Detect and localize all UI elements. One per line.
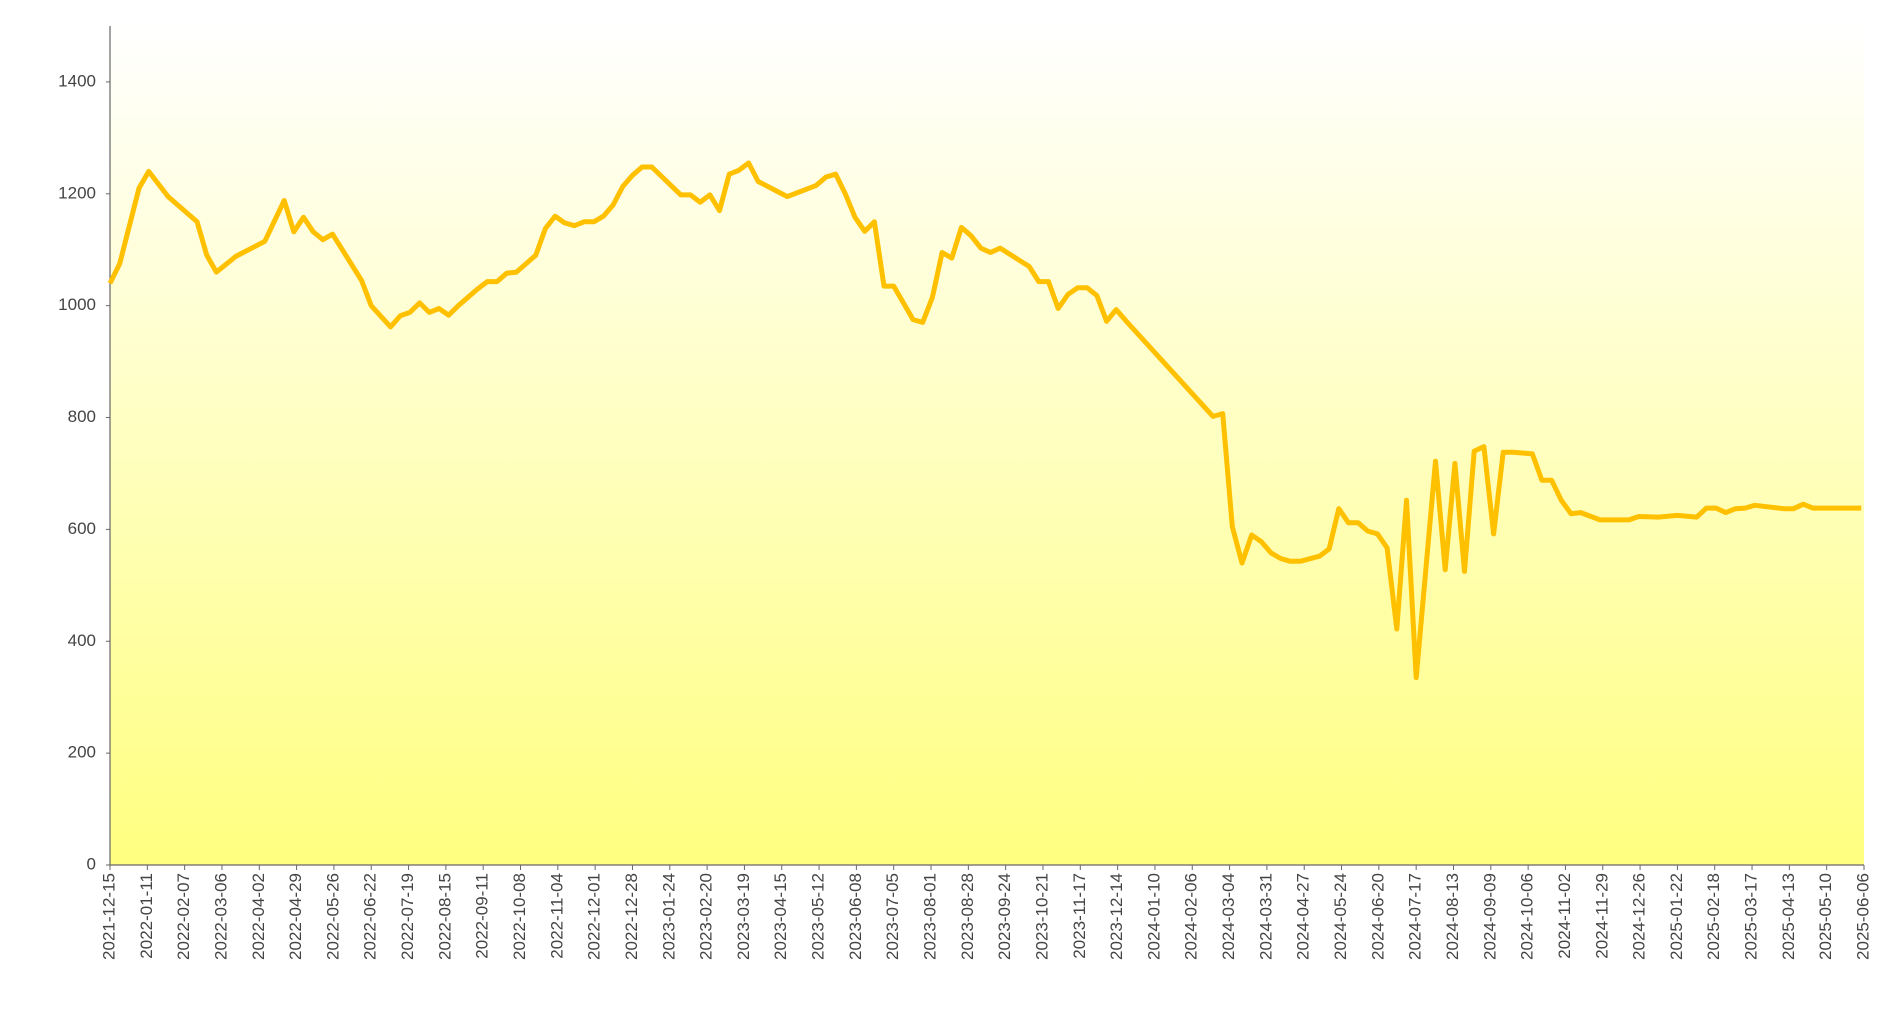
- x-tick-label: 2023-10-21: [1032, 873, 1051, 960]
- y-tick-label: 0: [87, 854, 96, 873]
- x-tick-label: 2024-11-02: [1555, 873, 1574, 959]
- y-tick-label: 800: [68, 407, 96, 426]
- x-tick-label: 2024-01-10: [1144, 873, 1163, 960]
- y-tick-label: 400: [68, 631, 96, 650]
- x-tick-label: 2022-04-02: [249, 873, 268, 960]
- x-tick-label: 2024-12-26: [1630, 873, 1649, 960]
- x-tick-label: 2024-09-09: [1480, 873, 1499, 960]
- x-tick-label: 2024-06-20: [1368, 873, 1387, 960]
- x-tick-label: 2024-03-04: [1219, 873, 1238, 960]
- x-tick-label: 2021-12-15: [99, 873, 118, 960]
- x-tick-label: 2022-09-11: [473, 873, 492, 959]
- x-tick-label: 2023-01-24: [659, 873, 678, 960]
- x-tick-label: 2023-07-05: [883, 873, 902, 960]
- x-tick-label: 2024-10-06: [1518, 873, 1537, 960]
- x-tick-label: 2025-06-06: [1853, 873, 1872, 960]
- x-tick-label: 2022-12-28: [622, 873, 641, 960]
- x-tick-label: 2024-03-31: [1256, 873, 1275, 960]
- x-tick-label: 2022-04-29: [286, 873, 305, 960]
- y-tick-label: 200: [68, 743, 96, 762]
- x-tick-label: 2023-09-24: [995, 873, 1014, 960]
- x-tick-label: 2024-02-06: [1182, 873, 1201, 960]
- x-tick-label: 2022-05-26: [323, 873, 342, 960]
- x-tick-label: 2023-04-15: [771, 873, 790, 960]
- x-tick-label: 2023-12-14: [1107, 873, 1126, 960]
- x-tick-label: 2023-08-28: [958, 873, 977, 960]
- y-tick-label: 600: [68, 519, 96, 538]
- line-series: [107, 160, 1862, 681]
- x-tick-label: 2022-10-08: [510, 873, 529, 960]
- x-tick-label: 2025-05-10: [1816, 873, 1835, 960]
- x-tick-label: 2024-05-24: [1331, 873, 1350, 960]
- x-tick-label: 2024-07-17: [1406, 873, 1425, 960]
- x-tick-label: 2024-04-27: [1294, 873, 1313, 960]
- x-tick-label: 2023-02-20: [697, 873, 716, 960]
- x-tick-label: 2022-03-06: [211, 873, 230, 960]
- x-tick-label: 2022-11-04: [547, 873, 566, 959]
- plot-background: [110, 26, 1864, 865]
- x-tick-label: 2022-08-15: [435, 873, 454, 960]
- y-tick-label: 1000: [58, 295, 96, 314]
- x-tick-label: 2025-01-22: [1667, 873, 1686, 960]
- x-tick-label: 2024-11-29: [1592, 873, 1611, 959]
- x-tick-label: 2022-12-01: [585, 873, 604, 960]
- x-tick-label: 2023-03-19: [734, 873, 753, 960]
- x-tick-label: 2022-07-19: [398, 873, 417, 960]
- x-tick-label: 2023-11-17: [1070, 873, 1089, 959]
- y-tick-label: 1200: [58, 183, 96, 202]
- x-tick-label: 2025-02-18: [1704, 873, 1723, 960]
- x-tick-label: 2022-06-22: [361, 873, 380, 960]
- x-tick-label: 2025-04-13: [1779, 873, 1798, 960]
- x-tick-label: 2023-05-12: [809, 873, 828, 960]
- x-tick-label: 2024-08-13: [1443, 873, 1462, 960]
- x-tick-label: 2023-06-08: [846, 873, 865, 960]
- x-tick-label: 2025-03-17: [1742, 873, 1761, 960]
- x-tick-label: 2022-01-11: [137, 873, 156, 959]
- y-tick-label: 1400: [58, 71, 96, 90]
- x-tick-label: 2022-02-07: [174, 873, 193, 960]
- x-tick-label: 2023-08-01: [921, 873, 940, 960]
